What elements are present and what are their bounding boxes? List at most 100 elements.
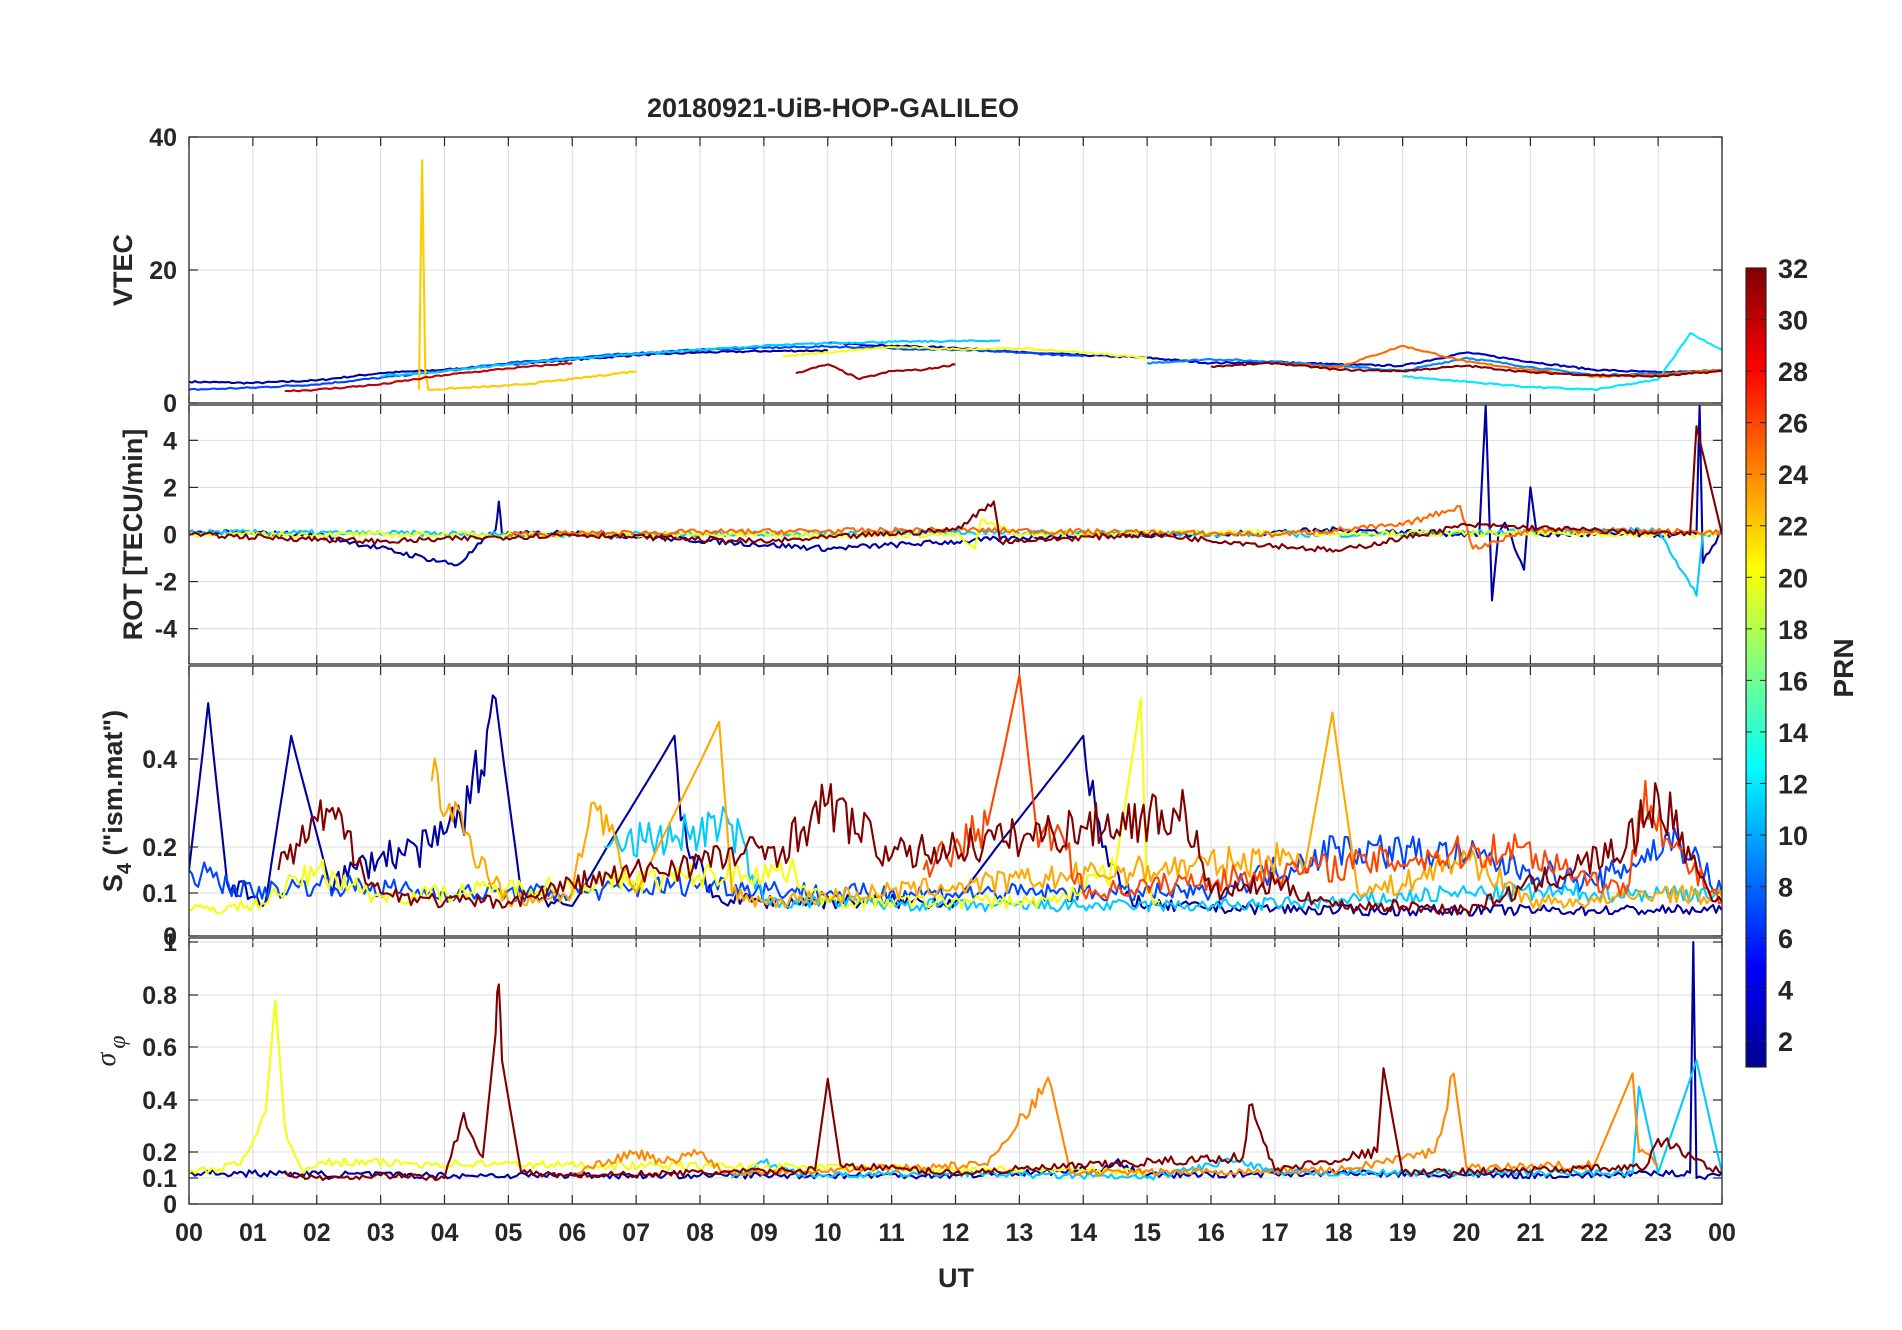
y-tick-label: 0.6 <box>142 1034 177 1062</box>
axes-box-vtec <box>188 136 1723 404</box>
y-tick-label: 2 <box>163 474 177 502</box>
x-tick-label: 07 <box>622 1219 650 1247</box>
x-tick-label: 13 <box>1005 1219 1033 1247</box>
y-tick-label: 0 <box>163 1191 177 1219</box>
colorbar-tick-label: 28 <box>1778 357 1808 387</box>
y-label-sub: 4 <box>114 862 136 874</box>
series-line-prn-30 <box>284 361 573 393</box>
colorbar-tick-label: 30 <box>1778 306 1808 336</box>
x-tick-label: 16 <box>1197 1219 1225 1247</box>
y-label-main: S <box>98 874 128 892</box>
series-line-prn-32 <box>189 425 1722 553</box>
series-line-prn-20 <box>782 345 1148 359</box>
series-line-prn-11 <box>380 339 1001 378</box>
x-tick-label: 00 <box>175 1219 203 1247</box>
chart-title: 20180921-UiB-HOP-GALILEO <box>647 93 1019 123</box>
y-axis-label-rot: ROT [TECU/min] <box>118 429 148 640</box>
y-tick-label: 1 <box>163 929 177 957</box>
y-tick-label: 0.2 <box>142 1139 177 1167</box>
y-label-sub: φ <box>105 1035 131 1048</box>
y-label-rest: ("ism.mat") <box>98 710 128 863</box>
x-tick-label: 10 <box>814 1219 842 1247</box>
colorbar-tick-label: 12 <box>1778 769 1808 799</box>
series-group-vtec <box>189 159 1722 393</box>
x-tick-label: 11 <box>878 1219 905 1247</box>
x-tick-label: 05 <box>494 1219 522 1247</box>
x-tick-label: 09 <box>750 1219 778 1247</box>
x-tick-label: 20 <box>1453 1219 1481 1247</box>
x-tick-label: 21 <box>1516 1219 1544 1247</box>
colorbar-tick-label: 4 <box>1778 976 1793 1006</box>
colorbar-tick-label: 10 <box>1778 821 1808 851</box>
colorbar-tick-label: 16 <box>1778 666 1808 696</box>
series-line-prn-32 <box>277 782 1722 916</box>
series-group-s4 <box>189 674 1722 917</box>
colorbar-tick-label: 26 <box>1778 409 1808 439</box>
series-line-prn-31 <box>795 363 956 381</box>
colorbar-tick-label: 22 <box>1778 512 1808 542</box>
y-tick-label: 0.1 <box>142 880 177 908</box>
y-tick-label: 4 <box>163 427 177 455</box>
y-label-main: σ <box>91 1052 122 1067</box>
y-axis-label-s4: S4 ("ism.mat") <box>98 710 136 892</box>
colorbar-tick-label: 8 <box>1778 873 1793 903</box>
x-tick-label: 17 <box>1261 1219 1289 1247</box>
y-tick-label: 0.4 <box>142 746 177 774</box>
series-line-prn-12 <box>1402 332 1722 391</box>
y-tick-label: 0 <box>163 390 177 418</box>
colorbar-tick-label: 2 <box>1778 1027 1793 1057</box>
series-line-prn-24 <box>571 1072 1659 1177</box>
y-tick-label: 20 <box>149 257 177 285</box>
x-tick-label: 12 <box>942 1219 970 1247</box>
y-tick-label: -2 <box>155 569 177 597</box>
y-tick-label: -4 <box>155 616 177 644</box>
series-group-sigma_phi <box>189 940 1722 1182</box>
panel-s4: 00.10.20.4S4 ("ism.mat") <box>98 665 1723 951</box>
x-tick-label: 23 <box>1644 1219 1672 1247</box>
x-tick-label: 06 <box>558 1219 586 1247</box>
y-tick-label: 0.2 <box>142 834 177 862</box>
colorbar-tick-label: 20 <box>1778 563 1808 593</box>
x-tick-label: 03 <box>367 1219 395 1247</box>
y-tick-label: 40 <box>149 124 177 152</box>
axes-box-s4 <box>188 665 1723 937</box>
x-tick-label: 14 <box>1069 1219 1097 1247</box>
series-line-prn-25 <box>507 505 1722 550</box>
panel-rot: -4 -2 0 2 4 ROT [TECU/min] <box>118 404 1723 665</box>
colorbar-scale <box>1745 267 1767 1068</box>
series-line-prn-26 <box>922 674 1722 905</box>
panel-sigma_phi: 00 01 02 03 04 05 06 07 08 09 10 11 12 13 14 15 16 17 18 19… <box>91 929 1736 1247</box>
series-line-prn-25 <box>1274 344 1722 379</box>
y-tick-label: 0.1 <box>142 1165 177 1193</box>
x-tick-label: 04 <box>431 1219 459 1247</box>
x-tick-label: 08 <box>686 1219 714 1247</box>
colorbar-tick-label: 14 <box>1778 718 1808 748</box>
series-line-prn-22 <box>417 159 637 391</box>
axes-box-rot <box>188 404 1723 665</box>
x-tick-label: 22 <box>1580 1219 1608 1247</box>
axes-box-sigma_phi <box>188 937 1723 1205</box>
x-tick-label: 18 <box>1325 1219 1353 1247</box>
x-axis-label: UT <box>938 1263 974 1293</box>
y-tick-label: 0.8 <box>142 982 177 1010</box>
series-line-prn-32 <box>1210 361 1722 378</box>
colorbar-tick-label: 18 <box>1778 615 1808 645</box>
colorbar-label: PRN <box>1828 638 1859 697</box>
series-line-prn-32 <box>284 983 1722 1182</box>
x-tick-label: 00 <box>1708 1219 1736 1247</box>
panel-vtec: 0 20 40 VTEC <box>108 124 1723 418</box>
y-tick-label: 0 <box>163 522 177 550</box>
colorbar-tick-label: 32 <box>1778 254 1808 284</box>
x-tick-label: 19 <box>1389 1219 1417 1247</box>
series-group-rot <box>189 405 1722 602</box>
colorbar-tick-label: 24 <box>1778 460 1808 490</box>
y-tick-label: 0 <box>163 923 177 951</box>
y-axis-label-sigma-phi: σφ <box>91 1035 131 1066</box>
series-line-prn-20 <box>189 518 1722 550</box>
series-line-prn-20 <box>189 999 1148 1177</box>
colorbar-tick-label: 6 <box>1778 924 1793 954</box>
